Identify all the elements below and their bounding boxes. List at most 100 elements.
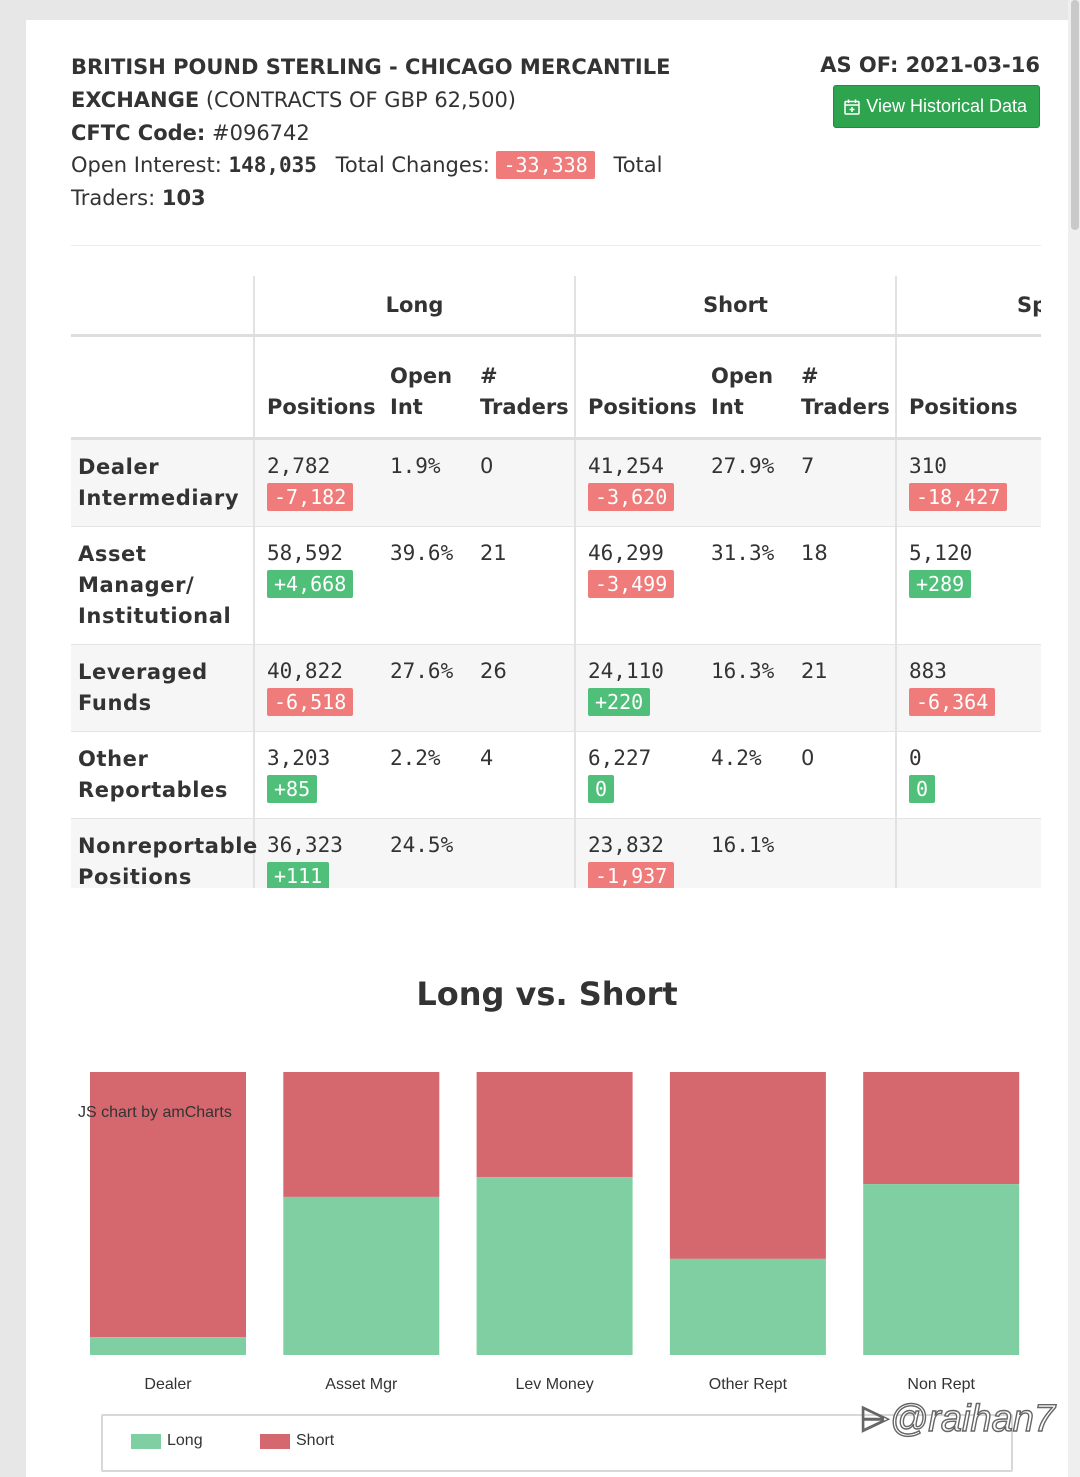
category-label-line: Nonreportable: [78, 834, 258, 858]
short-positions-cell: 24,110 +220: [574, 644, 700, 732]
short-positions-value: 6,227: [588, 746, 652, 770]
long-positions-value: 36,323: [267, 833, 343, 857]
category-cell: Dealer Intermediary: [71, 438, 254, 527]
short-open-int-value: 16.3%: [711, 659, 775, 683]
bar-short-4[interactable]: [863, 1072, 1020, 1185]
traders-line: Traders: 103: [71, 182, 206, 215]
category-label-line: Leveraged: [78, 660, 208, 684]
bar-long-3[interactable]: [669, 1258, 826, 1355]
title-market: BRITISH POUND STERLING - CHICAGO MERCANT…: [71, 55, 671, 79]
header-divider: [71, 245, 1041, 246]
short-change-badge: -1,937: [588, 862, 675, 888]
short-positions-value: 41,254: [588, 454, 664, 478]
long-open-int-cell: 24.5%: [378, 818, 468, 888]
short-traders-value: 21: [801, 659, 828, 683]
category-label-line: Intermediary: [78, 486, 240, 510]
view-historical-data-button[interactable]: View Historical Data: [833, 85, 1040, 128]
col-header-text: Int: [390, 395, 423, 419]
bar-short-2[interactable]: [476, 1072, 633, 1178]
spread-positions-cell: 0 0: [895, 731, 1036, 819]
traders-value: 103: [161, 186, 206, 210]
scrollbar-track[interactable]: [1068, 0, 1080, 1477]
bar-short-1[interactable]: [283, 1072, 440, 1197]
open-interest-label: Open Interest:: [71, 153, 229, 177]
bar-short-0[interactable]: [90, 1072, 246, 1338]
long-short-chart: Dealer Asset Mgr Lev Money Other Rept Non Re…: [78, 1072, 1020, 1393]
open-interest-value: 148,035: [228, 153, 317, 177]
scrollbar-thumb[interactable]: [1071, 0, 1079, 230]
table-row: Leveraged Funds 40,822 -6,518 27.6% 26 24,…: [71, 644, 1041, 732]
long-traders-value: 26: [480, 659, 507, 683]
total-changes-label: Total Changes:: [335, 153, 497, 177]
short-traders-cell: [789, 818, 897, 888]
col-header-long-positions: Positions: [253, 335, 378, 440]
long-positions-value: 3,203: [267, 746, 331, 770]
short-traders-cell: 7: [789, 438, 897, 527]
bar-long-0[interactable]: [90, 1337, 246, 1355]
col-header-spread-positions: Positions: [895, 335, 1036, 440]
col-header-text: #: [801, 364, 819, 388]
summary-line: Open Interest: 148,035 Total Changes: -3…: [71, 149, 663, 182]
short-positions-value: 46,299: [588, 541, 664, 565]
category-label-line: Dealer: [78, 455, 160, 479]
spread-positions-cell: 883 -6,364: [895, 644, 1036, 732]
total-traders-label-part: Total: [613, 153, 663, 177]
long-open-int-value: 24.5%: [390, 833, 454, 857]
short-open-int-cell: 16.3%: [699, 644, 790, 732]
spread-open-int-cell: [1035, 526, 1041, 645]
x-axis-label: Asset Mgr: [325, 1376, 398, 1393]
short-open-int-value: 4.2%: [711, 746, 762, 770]
long-open-int-value: 27.6%: [390, 659, 454, 683]
legend-label-short: Short: [296, 1432, 335, 1449]
short-traders-value: 18: [801, 541, 828, 565]
col-header-blank: [71, 335, 254, 440]
spread-change-badge: -6,364: [909, 688, 996, 716]
long-positions-value: 58,592: [267, 541, 343, 565]
spread-open-int-cell: [1035, 438, 1041, 527]
col-header-long-open-int: Open Int: [378, 335, 468, 440]
title-exchange: EXCHANGE: [71, 88, 200, 112]
title-contract-size: (CONTRACTS OF GBP 62,500): [199, 88, 516, 112]
group-header-short: Short: [574, 276, 897, 337]
cftc-value: #096742: [205, 121, 310, 145]
category-label-line: Manager/: [78, 573, 195, 597]
bar-long-2[interactable]: [476, 1177, 633, 1355]
short-change-badge: -3,499: [588, 570, 675, 598]
bar-long-1[interactable]: [283, 1196, 440, 1355]
legend-item-short[interactable]: Short: [260, 1432, 334, 1450]
spread-change-badge: +289: [909, 570, 972, 598]
short-positions-value: 23,832: [588, 833, 664, 857]
spread-positions-value: 310: [909, 454, 947, 478]
long-traders-cell: 0: [468, 438, 576, 527]
short-open-int-cell: 31.3%: [699, 526, 790, 645]
spread-positions-value: 5,120: [909, 541, 973, 565]
col-header-text: Open: [711, 364, 774, 388]
legend-item-long[interactable]: Long: [131, 1432, 203, 1450]
col-header-text: Traders: [480, 395, 569, 419]
long-open-int-value: 2.2%: [390, 746, 441, 770]
long-change-badge: +85: [267, 775, 318, 803]
short-open-int-cell: 16.1%: [699, 818, 790, 888]
long-traders-value: 21: [480, 541, 507, 565]
short-open-int-cell: 27.9%: [699, 438, 790, 527]
spread-open-int-cell: [1035, 818, 1041, 888]
short-traders-cell: 18: [789, 526, 897, 645]
watermark: ⌲@raihan7: [859, 1397, 1055, 1441]
short-change-badge: -3,620: [588, 483, 675, 511]
report-title-line2: EXCHANGE (CONTRACTS OF GBP 62,500): [71, 84, 516, 117]
bar-short-3[interactable]: [669, 1072, 826, 1259]
long-change-badge: -7,182: [267, 483, 354, 511]
weibo-icon: ⌲: [859, 1397, 890, 1440]
table-row: Nonreportable Positions 36,323 +111 24.5%…: [71, 818, 1041, 888]
table-row: Asset Manager/Institutional 58,592 +4,668…: [71, 526, 1041, 645]
bar-long-4[interactable]: [863, 1184, 1020, 1355]
cftc-code: CFTC Code: #096742: [71, 117, 310, 150]
as-of-date: AS OF: 2021-03-16: [820, 53, 1040, 77]
chart-credit-link[interactable]: JS chart by amCharts: [78, 1104, 232, 1121]
category-label-line: Positions: [78, 865, 193, 888]
category-cell: Other Reportables: [71, 731, 254, 819]
column-header-row: Positions Open Int # Traders Positions Ope…: [71, 335, 1041, 440]
long-change-badge: +111: [267, 862, 330, 888]
short-open-int-cell: 4.2%: [699, 731, 790, 819]
